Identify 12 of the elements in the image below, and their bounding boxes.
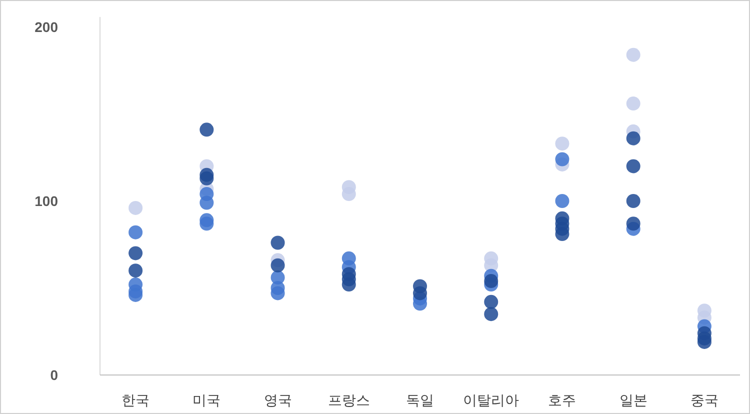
x-tick-label: 일본 [619, 393, 648, 409]
y-tick-label: 200 [34, 19, 58, 35]
x-tick-label: 독일 [406, 393, 434, 409]
x-tick-label: 한국 [122, 393, 150, 409]
x-tick-label: 영국 [264, 393, 292, 409]
y-tick-label: 0 [50, 367, 58, 383]
x-tick-label: 미국 [192, 393, 221, 409]
x-tick-label: 호주 [548, 393, 576, 409]
x-tick-label: 중국 [690, 393, 718, 409]
y-tick-label: 100 [34, 193, 58, 209]
x-tick-label: 프랑스 [328, 393, 370, 409]
x-tick-label: 이탈리아 [463, 393, 520, 409]
